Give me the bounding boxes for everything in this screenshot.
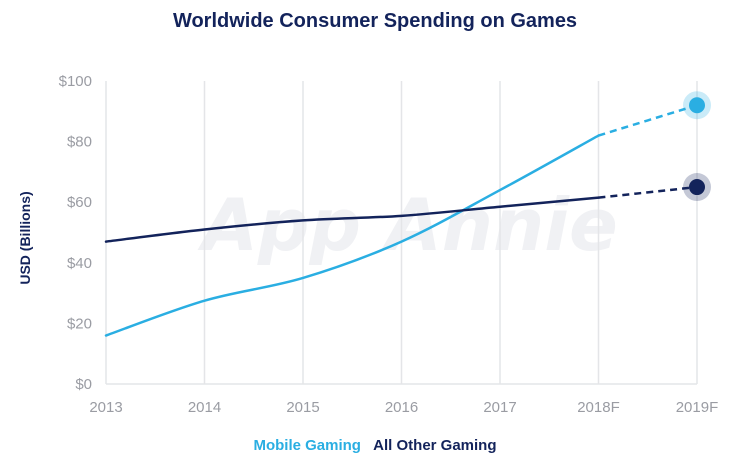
forecast-point-mobile-gaming	[689, 97, 705, 114]
y-axis-label: USD (Billions)	[17, 191, 33, 284]
x-tick-2014: 2014	[188, 399, 221, 416]
forecast-point-all-other-gaming	[689, 179, 705, 196]
legend: Mobile Gaming All Other Gaming	[0, 437, 750, 454]
y-tick-20: $20	[67, 315, 92, 332]
y-tick-0: $0	[75, 376, 92, 393]
y-tick-60: $60	[67, 194, 92, 211]
chart-title: Worldwide Consumer Spending on Games	[172, 10, 578, 32]
x-tick-2015: 2015	[286, 399, 319, 416]
y-tick-80: $80	[67, 134, 92, 151]
x-tick-2013: 2013	[89, 399, 122, 416]
series-line-all-other-gaming	[104, 196, 600, 243]
y-tick-100: $100	[59, 73, 92, 90]
watermark: App Annie	[197, 183, 618, 267]
x-tick-2018F: 2018F	[577, 399, 620, 416]
series-forecast-mobile-gaming	[598, 104, 698, 137]
x-tick-2019F: 2019F	[676, 399, 719, 416]
legend-mobile-gaming: Mobile Gaming	[253, 437, 361, 454]
x-tick-2017: 2017	[483, 399, 516, 416]
x-tick-2016: 2016	[385, 399, 418, 416]
series-line-mobile-gaming	[104, 134, 600, 337]
legend-all-other-gaming: All Other Gaming	[373, 437, 497, 454]
series-forecast-all-other-gaming	[598, 185, 698, 199]
y-tick-40: $40	[67, 255, 92, 272]
